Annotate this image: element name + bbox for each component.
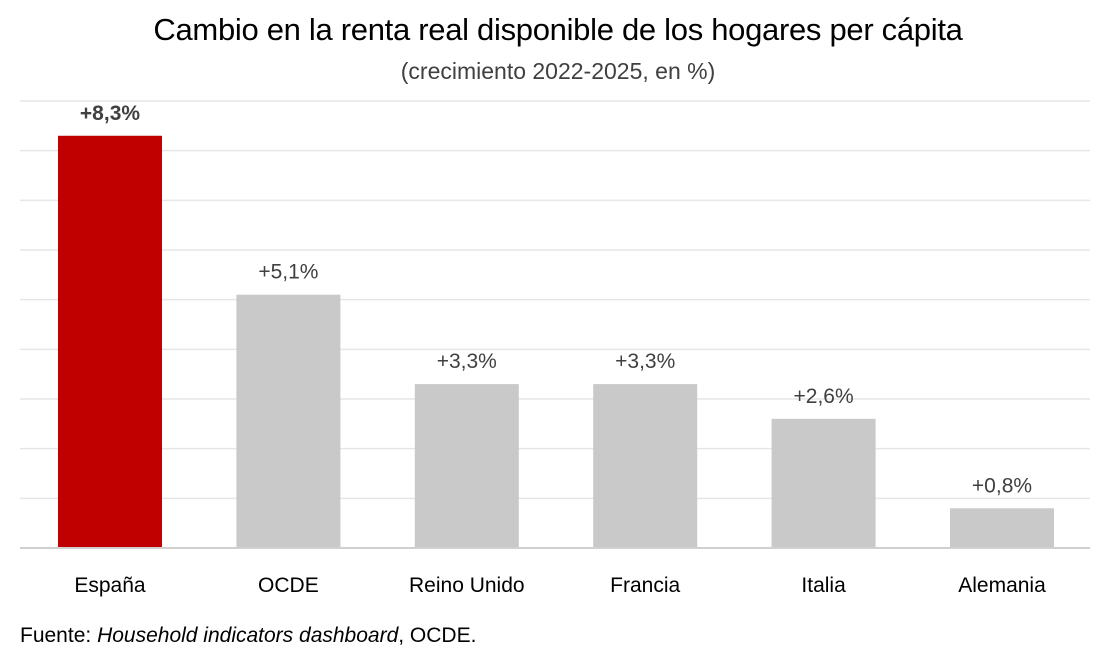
source-note: Fuente: Household indicators dashboard, … [20,622,476,650]
data-label: +5,1% [258,261,318,284]
chart-title: Cambio en la renta real disponible de lo… [153,12,963,47]
data-label: +3,3% [437,350,497,373]
source-prefix: Fuente: [20,624,98,647]
data-label: +3,3% [615,350,675,373]
bar-chart: +8,3% +5,1% +3,3% +3,3% +2,6% +0,8% España OCD… [20,100,1090,597]
bar [593,384,698,548]
gridlines [20,100,1090,500]
bar [236,294,341,548]
x-tick-label: Reino Unido [409,574,525,597]
x-tick-label: Alemania [958,574,1046,597]
source-suffix: , OCDE. [398,624,477,647]
data-label: +8,3% [80,102,140,125]
x-tick-label: OCDE [258,574,319,597]
x-tick-label: Italia [801,574,846,597]
x-tick-label: Francia [610,574,680,597]
source-publication: Household indicators dashboard [97,624,399,647]
x-tick-label: España [74,574,146,597]
bar [58,135,162,548]
bar [771,418,876,548]
chart-subtitle: (crecimiento 2022-2025, en %) [400,58,716,84]
data-label: +2,6% [794,385,854,408]
bar [950,508,1054,548]
x-axis: España OCDE Reino Unido Francia Italia Aleman… [20,547,1090,597]
bars: +8,3% +5,1% +3,3% +3,3% +2,6% +0,8% [58,102,1054,548]
data-label: +0,8% [972,474,1032,497]
bar [414,384,519,548]
